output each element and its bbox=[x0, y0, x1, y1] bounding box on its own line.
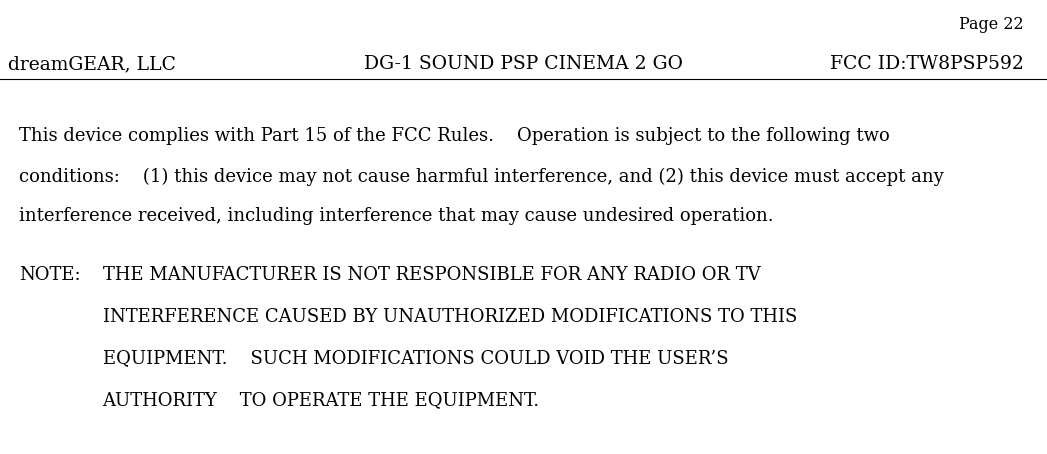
Text: conditions:    (1) this device may not cause harmful interference, and (2) this : conditions: (1) this device may not caus… bbox=[19, 168, 943, 186]
Text: This device complies with Part 15 of the FCC Rules.    Operation is subject to t: This device complies with Part 15 of the… bbox=[19, 127, 890, 145]
Text: dreamGEAR, LLC: dreamGEAR, LLC bbox=[8, 55, 176, 74]
Text: interference received, including interference that may cause undesired operation: interference received, including interfe… bbox=[19, 207, 774, 225]
Text: THE MANUFACTURER IS NOT RESPONSIBLE FOR ANY RADIO OR TV: THE MANUFACTURER IS NOT RESPONSIBLE FOR … bbox=[103, 266, 760, 284]
Text: INTERFERENCE CAUSED BY UNAUTHORIZED MODIFICATIONS TO THIS: INTERFERENCE CAUSED BY UNAUTHORIZED MODI… bbox=[103, 308, 797, 326]
Text: NOTE:: NOTE: bbox=[19, 266, 81, 284]
Text: EQUIPMENT.    SUCH MODIFICATIONS COULD VOID THE USER’S: EQUIPMENT. SUCH MODIFICATIONS COULD VOID… bbox=[103, 350, 729, 368]
Text: FCC ID:TW8PSP592: FCC ID:TW8PSP592 bbox=[830, 55, 1024, 74]
Text: Page 22: Page 22 bbox=[959, 16, 1024, 33]
Text: DG-1 SOUND PSP CINEMA 2 GO: DG-1 SOUND PSP CINEMA 2 GO bbox=[364, 55, 683, 74]
Text: AUTHORITY    TO OPERATE THE EQUIPMENT.: AUTHORITY TO OPERATE THE EQUIPMENT. bbox=[103, 391, 540, 410]
